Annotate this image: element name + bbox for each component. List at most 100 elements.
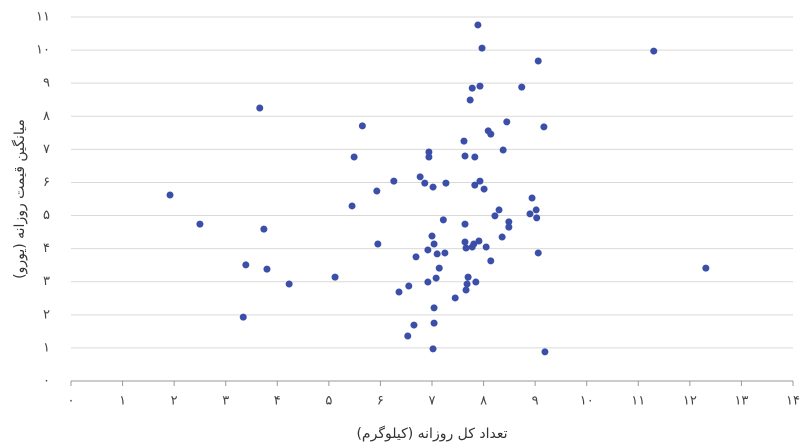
point [498, 233, 506, 241]
point [480, 185, 488, 193]
x-tick-label: ۱ [119, 394, 126, 409]
point [532, 206, 540, 214]
point [256, 104, 264, 112]
point [404, 332, 412, 340]
y-tick-label: ۹ [43, 76, 50, 91]
point [260, 225, 268, 233]
point [410, 321, 418, 329]
point [432, 274, 440, 282]
point [424, 246, 432, 254]
x-tick-label: ۷ [429, 394, 436, 409]
point [166, 191, 174, 199]
x-tick-label: ۸ [480, 394, 487, 409]
point [348, 202, 356, 210]
point [461, 220, 469, 228]
point [702, 264, 710, 272]
x-tick-label: ۲ [171, 394, 178, 409]
y-tick-label: ۱ [43, 340, 50, 355]
x-tick-label: ۵ [325, 394, 332, 409]
point [421, 179, 429, 187]
point [460, 137, 468, 145]
point [478, 44, 486, 52]
y-tick-label: ۰ [43, 374, 50, 389]
point [405, 282, 413, 290]
point [495, 206, 503, 214]
point [487, 257, 495, 265]
point [425, 153, 433, 161]
x-tick-label: ۱۰ [580, 394, 594, 409]
point [239, 313, 247, 321]
point [650, 47, 658, 55]
point [466, 96, 474, 104]
point [451, 294, 459, 302]
point [540, 123, 548, 131]
point [430, 240, 438, 248]
point [412, 253, 420, 261]
point [435, 264, 443, 272]
y-tick-label: ۵ [43, 208, 50, 223]
point [461, 238, 469, 246]
point [430, 304, 438, 312]
point [476, 82, 484, 90]
point [429, 183, 437, 191]
point [390, 177, 398, 185]
point [442, 179, 450, 187]
point [475, 237, 483, 245]
point [242, 261, 250, 269]
point [416, 173, 424, 181]
y-tick-label: ۴ [43, 241, 50, 256]
x-tick-label: ۶ [377, 394, 384, 409]
point [462, 286, 470, 294]
point [196, 220, 204, 228]
point [534, 57, 542, 65]
point [331, 273, 339, 281]
point [505, 223, 513, 231]
point [461, 152, 469, 160]
point [395, 288, 403, 296]
point [424, 278, 432, 286]
point [528, 194, 536, 202]
point [471, 153, 479, 161]
point [476, 177, 484, 185]
point [441, 249, 449, 257]
x-tick-label: ۱۴ [786, 394, 800, 409]
point [428, 232, 436, 240]
y-tick-label: ۷ [43, 142, 50, 157]
y-tick-label: ۸ [43, 109, 50, 124]
y-tick-label: ۱۰ [36, 43, 50, 58]
point [430, 319, 438, 327]
x-axis-title: تعداد کل روزانه (کیلوگرم) [356, 425, 507, 442]
point [429, 345, 437, 353]
point [464, 273, 472, 281]
point [462, 244, 470, 252]
point [505, 218, 513, 226]
point [526, 210, 534, 218]
point [534, 249, 542, 257]
point [491, 212, 499, 220]
point [533, 214, 541, 222]
point [518, 83, 526, 91]
point [482, 243, 490, 251]
point [285, 280, 293, 288]
point [463, 280, 471, 288]
point [425, 148, 433, 156]
x-tick-label: ۳ [222, 394, 229, 409]
x-tick-label: ۴ [274, 394, 281, 409]
point [470, 240, 478, 248]
x-tick-label: ۰ [68, 394, 75, 409]
y-tick-label: ۲ [43, 307, 50, 322]
x-tick-label: ۹ [532, 394, 539, 409]
point [373, 187, 381, 195]
point [263, 265, 271, 273]
point [487, 130, 495, 138]
point [468, 84, 476, 92]
x-tick-label: ۱۳ [734, 394, 748, 409]
point [541, 348, 549, 356]
point [350, 153, 358, 161]
x-tick-label: ۱۲ [683, 394, 697, 409]
point [472, 278, 480, 286]
y-tick-label: ۶ [43, 175, 50, 190]
point [474, 21, 482, 29]
